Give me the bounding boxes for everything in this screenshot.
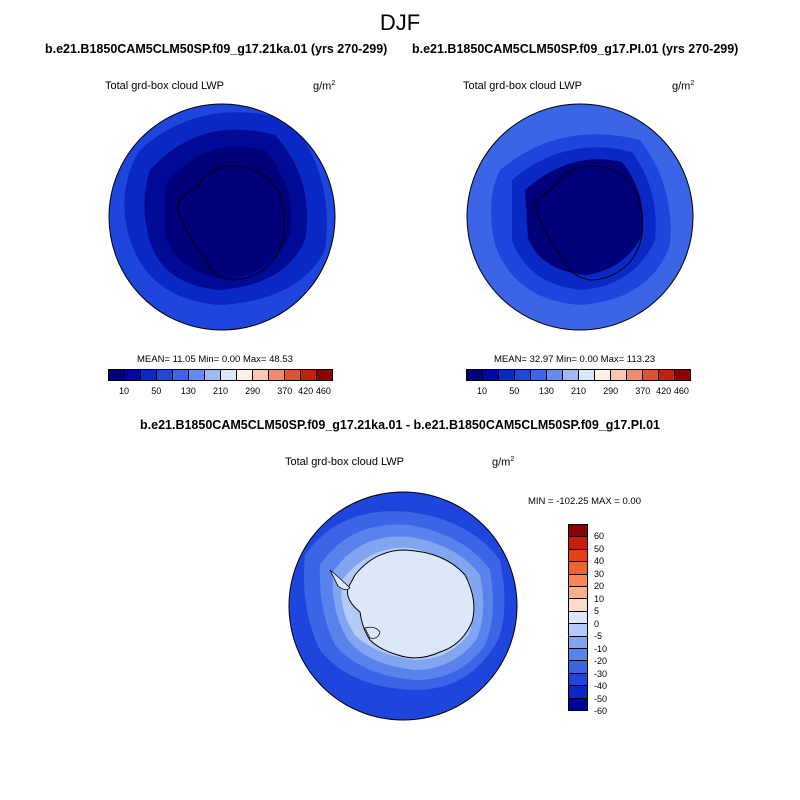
panel2-colorbar-labels: 10 50 130 210 290 370 420 460 — [466, 386, 691, 398]
panel1-colorbar-swatch — [269, 370, 285, 380]
panel2-colorbar-swatch — [627, 370, 643, 380]
diff-colorbar-tick-label: 30 — [594, 568, 605, 579]
panel1-colorbar-tick-label: 130 — [180, 386, 196, 396]
diff-colorbar-tick-label: 10 — [594, 593, 605, 604]
panel1-colorbar-tick-label: 370 — [277, 386, 293, 396]
diff-antarctica-coastline — [347, 549, 475, 659]
panel2-variable-label: Total grd-box cloud LWP — [463, 80, 583, 92]
panel2-case-label: b.e21.B1850CAM5CLM50SP.f09_g17.PI.01 (yr… — [412, 42, 739, 56]
diff-colorbar-swatch — [569, 537, 587, 550]
panel2-coastline — [535, 165, 643, 281]
panel2-colorbar-swatch — [659, 370, 675, 380]
diff-colorbar — [568, 524, 588, 711]
diff-colorbar-swatch — [569, 649, 587, 662]
panel2-colorbar-tick-label: 210 — [570, 386, 587, 396]
panel2-colorbar-swatch — [563, 370, 579, 380]
panel2-colorbar-tick-label: 130 — [538, 386, 554, 396]
panel2-colorbar-swatch — [515, 370, 531, 380]
panel2-colorbar-tick-label: 420 — [656, 386, 672, 396]
panel2-colorbar-swatch — [547, 370, 563, 380]
diff-colorbar-swatch — [569, 587, 587, 600]
diff-colorbar-swatch — [569, 599, 587, 612]
diff-colorbar-tick-label: 5 — [594, 606, 600, 617]
diff-colorbar-tick-label: 40 — [594, 556, 605, 567]
diff-colorbar-labels: 60 50 40 30 20 10 5 0 -5 -10 -20 -30 -40 -50 -60 — [594, 524, 634, 716]
panel2-colorbar-tick-label: 10 — [477, 386, 488, 396]
diff-colorbar-swatch — [569, 525, 587, 538]
diff-colorbar-swatch — [569, 673, 587, 687]
diff-colorbar-swatch — [569, 661, 587, 674]
panel2-colorbar-tick-label: 50 — [509, 386, 520, 396]
panel2-colorbar-swatch — [531, 370, 547, 380]
panel1-colorbar — [108, 369, 333, 381]
diff-colorbar-tick-label: -20 — [594, 656, 608, 667]
diff-colorbar-swatch — [569, 549, 587, 563]
panel1-colorbar-swatch — [173, 370, 189, 380]
diff-case-label: b.e21.B1850CAM5CLM50SP.f09_g17.21ka.01 -… — [140, 418, 660, 432]
diff-colorbar-tick-label: 60 — [594, 531, 605, 542]
diff-colorbar-tick-label: 50 — [594, 543, 605, 554]
panel1-colorbar-swatch — [301, 370, 317, 380]
diff-colorbar-swatch — [569, 698, 587, 711]
diff-colorbar-swatch — [569, 686, 587, 699]
diff-colorbar-swatch — [569, 636, 587, 650]
diff-colorbar-swatch — [569, 624, 587, 637]
panel2-colorbar-swatch — [467, 370, 483, 380]
diff-colorbar-tick-label: -5 — [594, 631, 603, 642]
panel1-stats: MEAN= 11.05 Min= 0.00 Max= 48.53 — [137, 354, 293, 365]
diff-colorbar-tick-label: -40 — [594, 681, 608, 692]
panel2-colorbar-tick-label: 460 — [673, 386, 689, 396]
diff-colorbar-swatch — [569, 611, 587, 625]
panel1-units: g/m2 — [313, 80, 336, 93]
panel1-colorbar-swatch — [157, 370, 173, 380]
panel1-colorbar-swatch — [189, 370, 205, 380]
panel1-colorbar-tick-label: 420 — [298, 386, 314, 396]
panel1-colorbar-tick-label: 290 — [245, 386, 261, 396]
panel1-colorbar-swatch — [253, 370, 269, 380]
panel2-units: g/m2 — [672, 80, 695, 93]
diff-colorbar-tick-label: -60 — [594, 706, 608, 716]
panel1-variable-label: Total grd-box cloud LWP — [105, 80, 225, 92]
panel2-colorbar-swatch — [643, 370, 659, 380]
panel2-colorbar-swatch — [499, 370, 515, 380]
diff-variable-label: Total grd-box cloud LWP — [285, 456, 405, 468]
figure-title: DJF — [379, 10, 421, 35]
panel1-colorbar-swatch — [285, 370, 301, 380]
panel1-colorbar-swatch — [109, 370, 125, 380]
panel1-coastline — [177, 165, 285, 281]
panel2-colorbar-swatch — [611, 370, 627, 380]
panel2-colorbar-swatch — [579, 370, 595, 380]
panel2-stats: MEAN= 32.97 Min= 0.00 Max= 113.23 — [494, 354, 656, 365]
panel1-colorbar-tick-label: 50 — [151, 386, 162, 396]
panel2-colorbar-swatch — [483, 370, 499, 380]
diff-colorbar-tick-label: 0 — [594, 618, 600, 629]
diff-colorbar-tick-label: -10 — [594, 643, 608, 654]
panel1-colorbar-tick-label: 460 — [315, 386, 331, 396]
diff-colorbar-tick-label: -50 — [594, 693, 608, 704]
panel2-colorbar-tick-label: 370 — [635, 386, 651, 396]
diff-colorbar-tick-label: 20 — [594, 581, 605, 592]
panel1-colorbar-swatch — [205, 370, 221, 380]
panel1-colorbar-tick-label: 210 — [212, 386, 229, 396]
panel1-case-label: b.e21.B1850CAM5CLM50SP.f09_g17.21ka.01 (… — [45, 42, 388, 56]
panel1-colorbar-labels: 10 50 130 210 290 370 420 460 — [108, 386, 333, 398]
panel2-colorbar-swatch — [595, 370, 611, 380]
diff-colorbar-swatch — [569, 562, 587, 575]
panel2-colorbar — [466, 369, 691, 381]
diff-stats: MIN = -102.25 MAX = 0.00 — [528, 496, 642, 507]
panel1-colorbar-swatch — [125, 370, 141, 380]
panel1-colorbar-swatch — [237, 370, 253, 380]
diff-units: g/m2 — [492, 456, 515, 469]
diff-colorbar-swatch — [569, 574, 587, 588]
diff-colorbar-tick-label: -30 — [594, 668, 608, 679]
panel1-colorbar-swatch — [317, 370, 332, 380]
panel1-colorbar-swatch — [141, 370, 157, 380]
panel2-colorbar-tick-label: 290 — [603, 386, 619, 396]
panel2-colorbar-swatch — [675, 370, 690, 380]
panel1-colorbar-swatch — [221, 370, 237, 380]
panel1-colorbar-tick-label: 10 — [119, 386, 130, 396]
